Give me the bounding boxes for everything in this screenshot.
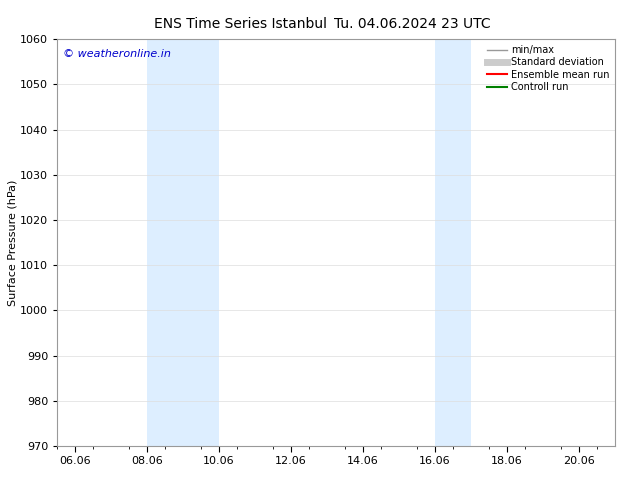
Text: ENS Time Series Istanbul: ENS Time Series Istanbul: [155, 17, 327, 31]
Y-axis label: Surface Pressure (hPa): Surface Pressure (hPa): [7, 179, 17, 306]
Bar: [435, 39, 471, 446]
Text: © weatheronline.in: © weatheronline.in: [63, 49, 171, 59]
Bar: [147, 39, 219, 446]
Legend: min/max, Standard deviation, Ensemble mean run, Controll run: min/max, Standard deviation, Ensemble me…: [484, 42, 612, 95]
Text: Tu. 04.06.2024 23 UTC: Tu. 04.06.2024 23 UTC: [333, 17, 491, 31]
